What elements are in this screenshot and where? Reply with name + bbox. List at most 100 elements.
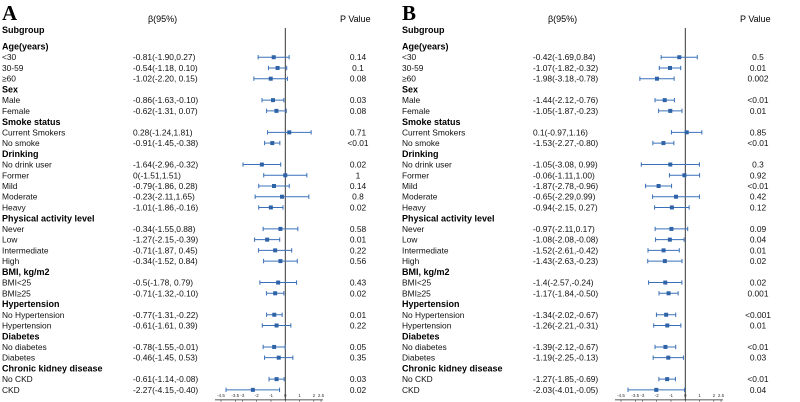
beta-ci-text: -1.05(-1.87,-0.23) (533, 106, 598, 116)
beta-ci-text: -0.94(-2.15, 0.27) (533, 202, 598, 212)
p-value: <0.01 (747, 138, 769, 148)
group-heading: Diabetes (2, 331, 40, 341)
p-value: 0.42 (750, 192, 767, 202)
estimate-marker (669, 205, 674, 210)
x-tick-label: 2.5 (718, 393, 725, 398)
estimate-marker (268, 76, 273, 81)
subgroup-label: BMI≥25 (2, 288, 31, 298)
beta-ci-text: -0.23(-2.11,1.65) (133, 192, 195, 202)
p-value: 0.35 (350, 353, 367, 363)
x-tick-label: -4.5 (617, 393, 625, 398)
x-tick-label: -3 (240, 393, 244, 398)
p-value: 1 (356, 170, 361, 180)
p-value: <0.01 (747, 374, 769, 384)
subgroup-label: CKD (2, 385, 20, 395)
estimate-marker (665, 323, 670, 328)
panel-label-a: A (2, 1, 18, 25)
beta-ci-text: -1.07(-1.82,-0.32) (533, 63, 598, 73)
beta-ci-text: -1.08(-2.08,-0.08) (533, 235, 598, 245)
beta-ci-text: -1.34(-2.02,-0.67) (533, 310, 598, 320)
estimate-marker (682, 173, 687, 178)
estimate-marker (274, 108, 279, 113)
p-value: 0.56 (350, 256, 367, 266)
group-heading: Chronic kidney disease (402, 364, 503, 374)
beta-ci-text: -0.71(-1.87, 0.45) (133, 245, 198, 255)
subgroup-label: Moderate (2, 192, 38, 202)
subgroup-label: Male (402, 95, 420, 105)
estimate-marker (274, 323, 279, 328)
estimate-marker (668, 65, 672, 70)
estimate-marker (663, 344, 668, 349)
group-heading: BMI, kg/m2 (2, 267, 50, 277)
header-subgroup: Subgroup (402, 25, 445, 35)
p-value: 0.01 (350, 310, 367, 320)
estimate-marker (273, 248, 278, 253)
subgroup-label: Mild (2, 181, 18, 191)
subgroup-label: No smoke (402, 138, 440, 148)
subgroup-label: Low (402, 235, 418, 245)
beta-ci-text: -1.05(-3.08, 0.99) (533, 160, 598, 170)
x-tick-label: -3.5 (631, 393, 639, 398)
estimate-marker (663, 280, 668, 285)
p-value: 0.02 (750, 256, 767, 266)
p-value: 0.85 (750, 127, 767, 137)
p-value: 0.04 (750, 385, 767, 395)
estimate-marker (669, 226, 674, 231)
beta-ci-text: -1.64(-2.96,-0.32) (133, 160, 198, 170)
estimate-marker (665, 377, 670, 382)
beta-ci-text: -1.02(-2.20, 0.15) (133, 74, 198, 84)
p-value: 0.14 (350, 181, 367, 191)
header-beta: β(95%) (548, 14, 577, 24)
subgroup-label: Moderate (402, 192, 438, 202)
subgroup-label: No diabetes (2, 342, 47, 352)
group-heading: Sex (2, 85, 18, 95)
subgroup-label: No CKD (402, 374, 433, 384)
p-value: 0.02 (350, 202, 367, 212)
beta-ci-text: -0.81(-1.90,0.27) (133, 52, 196, 62)
p-value: 0.01 (750, 245, 767, 255)
beta-ci-text: 0.28(-1.24,1.81) (133, 127, 193, 137)
p-value: 0.05 (350, 342, 367, 352)
x-tick-label: 1 (698, 393, 701, 398)
p-value: 0.02 (350, 288, 367, 298)
p-value: 0.01 (750, 106, 767, 116)
p-value: 0.3 (752, 160, 764, 170)
estimate-marker (661, 141, 666, 146)
beta-ci-text: -0.61(-1.61, 0.39) (133, 320, 198, 330)
beta-ci-text: -1.01(-1.86,-0.16) (133, 202, 198, 212)
beta-ci-text: -0.86(-1.63,-0.10) (133, 95, 198, 105)
group-heading: Smoke status (2, 117, 61, 127)
beta-ci-text: -1.98(-3.18,-0.78) (533, 74, 598, 84)
subgroup-label: No CKD (2, 374, 33, 384)
p-value: 0.03 (750, 353, 767, 363)
subgroup-label: Diabetes (2, 353, 35, 363)
p-value: 0.01 (750, 320, 767, 330)
p-value: 0.08 (350, 74, 367, 84)
p-value: 0.09 (750, 224, 767, 234)
panel-label-b: B (402, 1, 416, 25)
subgroup-label: BMI<25 (402, 278, 431, 288)
group-heading: Chronic kidney disease (2, 364, 103, 374)
beta-ci-text: -2.03(-4.01,-0.05) (533, 385, 598, 395)
beta-ci-text: -1.52(-2.61,-0.42) (533, 245, 598, 255)
estimate-marker (274, 377, 279, 382)
x-tick-label: -1 (269, 393, 273, 398)
x-tick-label: 2 (713, 393, 716, 398)
beta-ci-text: -1.87(-2.78,-0.96) (533, 181, 598, 191)
subgroup-label: Never (402, 224, 425, 234)
estimate-marker (271, 55, 276, 60)
subgroup-label: Female (402, 106, 430, 116)
estimate-marker (276, 280, 281, 285)
subgroup-label: Heavy (2, 202, 27, 212)
estimate-marker (275, 65, 280, 70)
estimate-marker (268, 205, 273, 210)
beta-ci-text: -0.78(-1.55,-0.01) (133, 342, 198, 352)
subgroup-label: No drink user (2, 160, 52, 170)
p-value: <0.001 (745, 310, 771, 320)
x-tick-label: -1 (669, 393, 673, 398)
p-value: 0.03 (350, 374, 367, 384)
beta-ci-text: -1.27(-2.15,-0.39) (133, 235, 198, 245)
group-heading: Hypertension (402, 299, 460, 309)
estimate-marker (250, 387, 255, 392)
